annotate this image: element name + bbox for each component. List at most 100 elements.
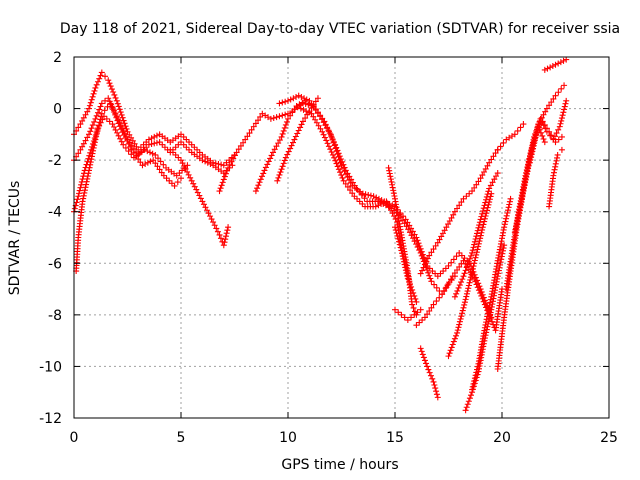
data-point [276,113,283,120]
data-point [122,144,129,151]
data-point [413,322,420,329]
data-point [479,226,486,233]
data-point [481,169,488,176]
data-point [461,299,468,306]
data-point [153,139,160,146]
data-point [85,131,92,138]
data-point [473,281,480,288]
data-point [471,275,478,282]
data-point [528,154,535,161]
data-point [398,247,405,254]
data-point [424,255,431,262]
data-point [218,182,225,189]
data-point [560,109,567,116]
data-point [222,233,229,240]
data-point [188,141,195,148]
data-point [497,261,504,268]
data-point [390,190,397,197]
data-point [402,267,409,274]
data-point [458,313,465,320]
data-point [426,307,433,314]
data-point [314,109,321,116]
data-point [484,204,491,211]
data-point [178,175,184,182]
data-point [477,232,484,239]
data-point [419,351,426,358]
data-point [117,109,124,116]
data-point [90,144,97,151]
data-point [406,222,413,229]
data-point [306,97,313,104]
y-tick-label: 2 [53,50,62,66]
data-point [390,187,397,194]
data-point [404,317,411,324]
data-point [497,143,504,150]
data-point [81,187,88,194]
data-point [200,201,207,208]
data-point [403,270,410,277]
data-point [555,136,562,143]
data-point [308,102,315,109]
data-series [526,118,565,166]
data-point [325,143,332,150]
data-point [502,218,509,225]
data-point [558,146,565,153]
data-point [91,87,98,94]
data-point [73,199,80,206]
data-point [93,112,100,119]
data-point [112,126,119,133]
data-point [279,112,286,119]
data-point [557,120,564,127]
data-point [86,102,93,109]
data-point [517,124,524,131]
data-point [173,172,180,179]
data-point [425,366,432,373]
data-point [365,191,372,198]
data-point [456,202,463,209]
data-point [392,224,398,231]
data-point [292,133,299,140]
data-point [456,282,463,289]
data-point [501,221,508,228]
data-point [215,161,222,168]
data-point [463,290,470,297]
data-point [335,166,342,173]
data-series [289,100,505,334]
data-point [514,215,521,222]
data-point [437,270,444,277]
data-point [106,118,113,125]
data-point [275,174,282,181]
data-point [84,173,91,180]
data-point [121,120,128,127]
data-point [175,154,182,161]
data-point [85,167,92,174]
data-point [375,195,382,202]
data-point [82,111,89,118]
data-point [395,309,402,316]
data-point [324,140,331,147]
data-point [199,157,206,164]
data-point [310,102,317,109]
data-point [551,166,558,173]
data-point [439,230,446,237]
data-point [414,237,421,244]
data-point [526,159,533,166]
data-point [409,301,416,308]
data-point [413,234,420,241]
data-point [107,100,114,107]
data-point [375,202,382,209]
data-series [71,69,238,169]
data-point [144,159,151,166]
data-point [337,169,344,176]
data-point [102,73,109,80]
data-point [297,105,304,112]
data-point [248,126,255,133]
data-point [126,131,133,138]
data-point [321,134,328,141]
data-point [90,147,97,154]
data-point [461,270,468,277]
data-point [280,127,287,134]
data-point [541,121,548,128]
data-point [137,159,144,166]
data-point [554,154,561,161]
